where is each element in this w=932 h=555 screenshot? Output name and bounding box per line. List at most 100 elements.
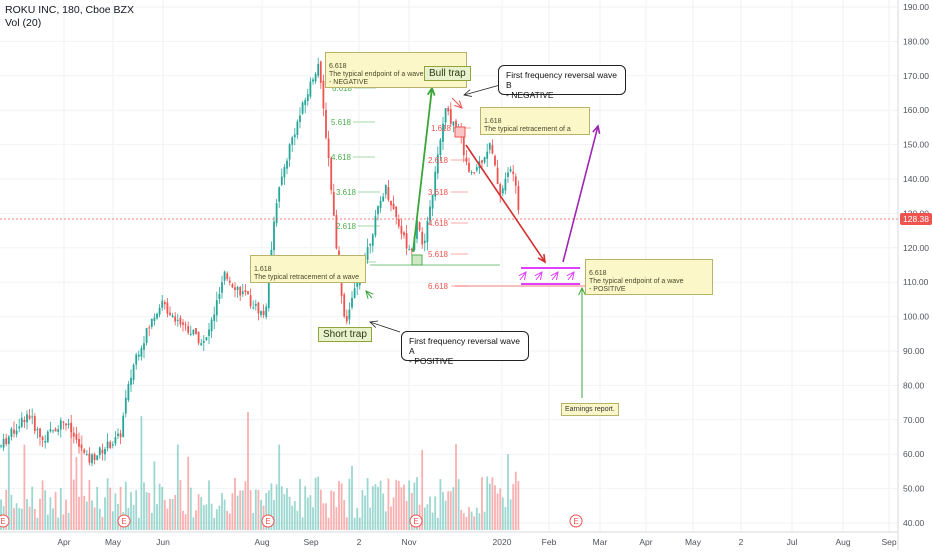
candle-body [197, 331, 200, 344]
candle-body [317, 64, 320, 76]
fib-label-green: 3.618 [336, 188, 357, 197]
volume-bar [192, 517, 195, 530]
volume-bar [234, 477, 236, 530]
volume-bar [150, 512, 153, 530]
volume-bar [457, 479, 460, 530]
volume-bar [91, 500, 93, 530]
fib-label-green: 5.618 [331, 118, 352, 127]
callout-wave-a[interactable]: First frequency reversal wave A - POSITI… [401, 331, 529, 366]
candle-body [249, 295, 252, 307]
volume-bar [254, 489, 257, 530]
volume-bar [270, 483, 273, 530]
callout-a-pointer-shaft [369, 321, 401, 333]
volume-bar [405, 501, 408, 530]
candle-layer [0, 57, 520, 467]
candle-body [426, 220, 429, 243]
volume-bar [182, 510, 184, 530]
candle-body [509, 169, 512, 172]
volume-bar [317, 476, 320, 530]
y-tick-label: 120.00 [903, 243, 929, 253]
earnings-marker [0, 514, 10, 528]
y-tick-label: 50.00 [903, 484, 925, 494]
volume-bar [301, 517, 304, 530]
candle-body [486, 151, 489, 159]
volume-bar [486, 476, 489, 530]
note-endpoint-negative[interactable]: 6.618 The typical endpoint of a wave - NE… [325, 52, 467, 88]
volume-bar [325, 503, 327, 530]
volume-bar [52, 508, 54, 530]
volume-bar [483, 511, 486, 530]
candle-body [88, 453, 91, 463]
candle-body [221, 282, 223, 293]
candle-body [119, 433, 122, 438]
candle-body [356, 282, 359, 287]
earnings-marker [569, 514, 583, 528]
candle-body [405, 233, 408, 249]
last-price-badge: 128.38 [900, 213, 932, 225]
x-tick-label: Feb [542, 537, 557, 547]
volume-bar [179, 479, 182, 530]
fib-label-red: 6.618 [428, 282, 449, 291]
short-trap-label[interactable]: Short trap [318, 327, 372, 342]
volume-bar [119, 486, 122, 530]
candle-body [182, 322, 184, 325]
volume-bar [221, 493, 223, 530]
candle-body [483, 157, 486, 163]
candle-body [384, 184, 387, 195]
note-endpoint-positive[interactable]: 6.618 The typical endpoint of a wave - PO… [585, 259, 713, 295]
volume-bar [436, 517, 439, 530]
volume-bar [395, 479, 398, 530]
candle-body [93, 454, 96, 461]
candle-body [403, 232, 405, 236]
volume-bar [286, 488, 288, 530]
volume-bar [488, 483, 491, 530]
candle-body [517, 186, 520, 211]
volume-bar [491, 477, 494, 530]
candle-body [28, 415, 31, 419]
candle-body [296, 121, 299, 135]
volume-bar [62, 514, 65, 530]
volume-bar [332, 491, 335, 530]
candle-body [348, 309, 351, 320]
callout-wave-b[interactable]: First frequency reversal wave B - NEGATI… [498, 65, 626, 100]
volume-bar [377, 486, 379, 530]
volume-bar [231, 493, 234, 530]
volume-bar [252, 512, 255, 530]
bull-trap-label[interactable]: Bull trap [424, 66, 471, 81]
candle-body [507, 172, 509, 177]
volume-bar [13, 508, 15, 530]
volume-bar [0, 499, 2, 530]
volume-bar [343, 500, 346, 530]
volume-bar [260, 499, 262, 530]
volume-bar [353, 517, 356, 530]
candle-body [10, 428, 13, 437]
volume-bar [280, 486, 283, 530]
candle-body [377, 206, 379, 215]
volume-bar [421, 450, 424, 530]
candle-body [46, 431, 49, 443]
candle-body [418, 222, 421, 231]
volume-bar [244, 481, 247, 530]
note-endpoint-negative-body: The typical endpoint of a wave - NEGATIV… [329, 71, 424, 86]
purple-up-arrow-shaft [562, 125, 599, 263]
volume-bar [504, 506, 507, 530]
candle-body [59, 420, 62, 430]
red-box-marker [454, 126, 466, 138]
volume-bar [452, 487, 455, 530]
volume-bar [465, 517, 468, 530]
target-zone-mini-arrow-head [534, 271, 543, 280]
volume-bar [249, 490, 252, 530]
volume-bar [28, 506, 31, 530]
candle-body [70, 422, 73, 433]
candle-body [330, 157, 333, 191]
candle-body [400, 225, 403, 234]
x-tick-label: Aug [254, 537, 269, 547]
volume-bar [124, 481, 127, 530]
volume-bar [78, 496, 80, 530]
candle-body [96, 455, 99, 460]
volume-bar [213, 517, 216, 530]
earnings-report-note[interactable]: Earnings report. [561, 403, 619, 416]
